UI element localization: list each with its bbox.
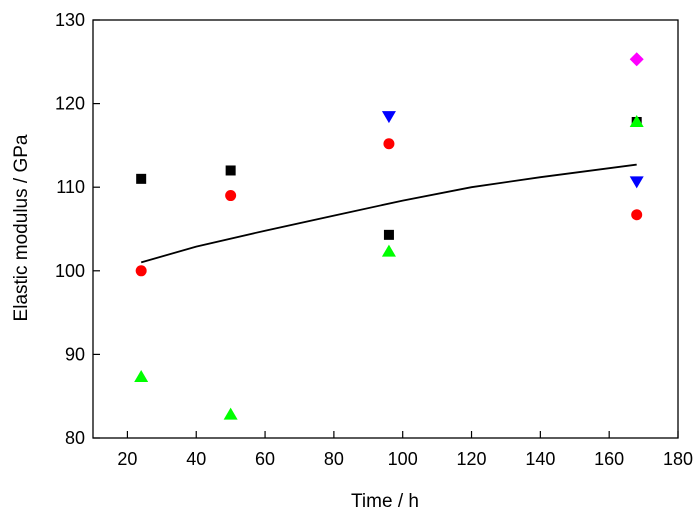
diamond-marker — [629, 52, 644, 67]
triangle-up-marker — [381, 244, 396, 257]
x-tick-label: 40 — [186, 449, 206, 469]
x-tick-label: 160 — [594, 449, 624, 469]
x-tick-label: 140 — [525, 449, 555, 469]
x-tick-labels: 20 40 60 80 100 120 140 160 180 — [117, 449, 693, 469]
triangle-down-marker — [629, 176, 644, 189]
circle-marker — [225, 190, 237, 202]
y-axis-label: Elastic modulus / GPa — [11, 134, 32, 321]
axes — [92, 19, 679, 439]
y-tick-label: 110 — [56, 177, 85, 197]
circle-marker — [631, 209, 643, 221]
axis-ticks — [93, 19, 679, 439]
x-tick-label: 20 — [117, 449, 137, 469]
x-tick-label: 120 — [457, 449, 487, 469]
y-tick-label: 100 — [55, 261, 85, 281]
square-marker — [383, 229, 394, 240]
circle-marker — [135, 265, 147, 277]
plot-frame — [92, 19, 679, 439]
x-tick-label: 60 — [255, 449, 275, 469]
triangle-down-marker — [381, 111, 396, 124]
x-axis-label: Time / h — [351, 491, 419, 512]
fit-curve — [140, 163, 637, 264]
y-tick-labels: 80 90 100 110 120 130 — [55, 10, 85, 448]
triangle-up-marker — [223, 407, 238, 420]
triangle-up-marker — [629, 114, 644, 127]
triangle-up-marker — [134, 369, 149, 382]
x-tick-label: 100 — [388, 449, 418, 469]
y-tick-label: 90 — [65, 344, 85, 364]
x-tick-label: 180 — [663, 449, 693, 469]
square-marker — [225, 165, 236, 176]
square-marker — [136, 173, 147, 184]
y-tick-label: 80 — [65, 428, 85, 448]
y-tick-label: 130 — [55, 10, 85, 30]
x-tick-label: 80 — [324, 449, 344, 469]
data-points — [134, 52, 644, 420]
fit-curve-layer — [140, 163, 637, 264]
y-tick-label: 120 — [55, 94, 85, 114]
circle-marker — [383, 138, 395, 150]
